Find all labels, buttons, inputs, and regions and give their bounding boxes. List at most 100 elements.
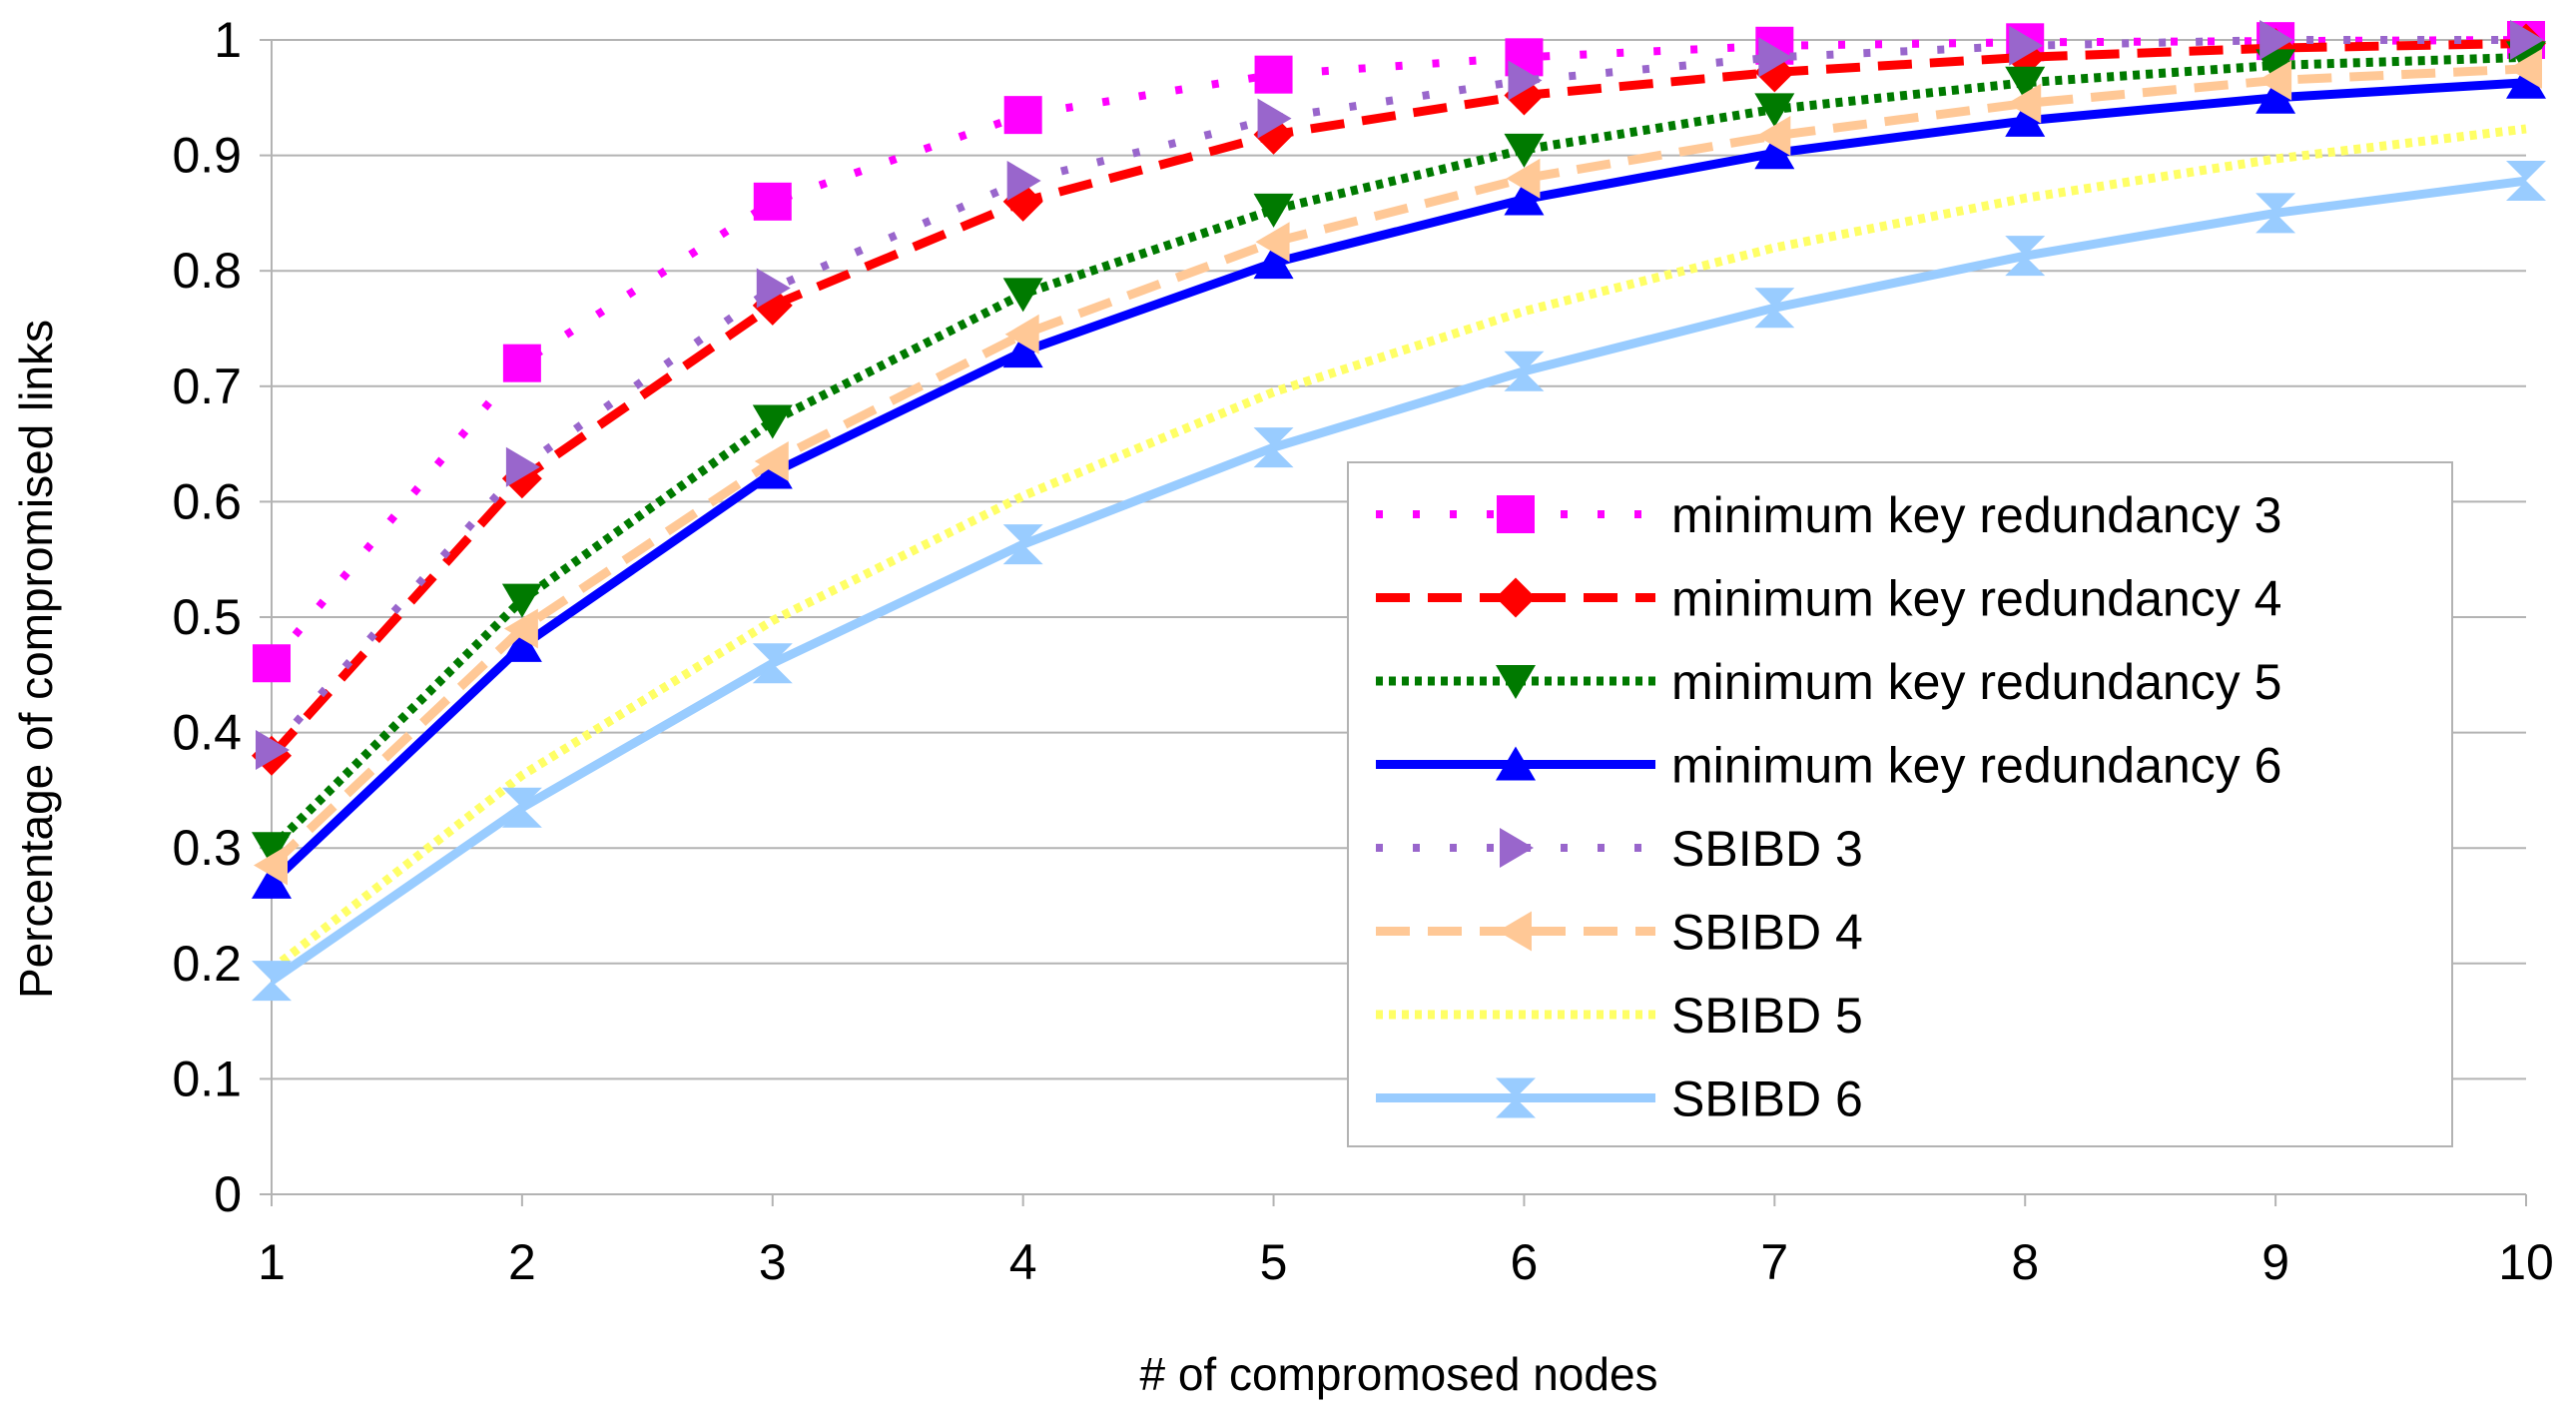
- y-tick-labels: 0 0.1 0.2 0.3 0.4 0.5 0.6 0.7 0.8 0.9 1: [172, 12, 242, 1222]
- y-tick-label: 0.3: [172, 820, 242, 876]
- y-tick-label: 0.8: [172, 243, 242, 299]
- legend-marker: [1496, 746, 1536, 781]
- data-point: [2007, 83, 2042, 124]
- data-point: [501, 583, 542, 618]
- legend-label: SBIBD 3: [1671, 821, 1863, 877]
- x-tick-label: 5: [1260, 1234, 1288, 1290]
- data-point: [2005, 236, 2046, 277]
- data-point: [2005, 102, 2046, 137]
- data-point: [1754, 228, 1795, 269]
- legend-marker: [1496, 577, 1536, 618]
- data-point: [754, 440, 789, 481]
- series-layer: [252, 20, 2546, 1002]
- data-point: [1002, 475, 1043, 516]
- y-tick-label: 0.9: [172, 128, 242, 184]
- data-point: [1257, 98, 1292, 139]
- data-point: [756, 268, 791, 309]
- legend-item: minimum key redundancy 4: [1376, 571, 2281, 627]
- data-point: [1253, 245, 1294, 280]
- series-line: [268, 36, 2527, 666]
- data-point: [1004, 314, 1039, 354]
- data-point: [503, 608, 538, 649]
- x-tick-label: 6: [1511, 1234, 1539, 1290]
- data-point: [1254, 55, 1293, 94]
- data-point: [254, 845, 288, 886]
- data-point: [1003, 96, 1042, 135]
- data-point: [1253, 427, 1294, 468]
- y-tick-label: 1: [214, 12, 242, 68]
- data-point: [752, 404, 793, 439]
- data-point: [1504, 291, 1545, 332]
- legend-item: minimum key redundancy 3: [1376, 487, 2281, 543]
- legend-item: SBIBD 3: [1376, 821, 1863, 877]
- legend-marker: [1500, 828, 1534, 868]
- legend-marker: [1496, 665, 1536, 699]
- y-tick-label: 0.7: [172, 358, 242, 414]
- data-point: [2255, 79, 2296, 114]
- series-5: [256, 20, 2544, 770]
- data-point: [753, 182, 792, 221]
- data-point: [2255, 139, 2296, 180]
- data-point: [1504, 133, 1545, 168]
- legend-label: minimum key redundancy 3: [1671, 487, 2281, 543]
- data-point: [501, 755, 542, 796]
- data-point: [1754, 288, 1795, 329]
- legend-label: SBIBD 5: [1671, 988, 1863, 1044]
- data-point: [2255, 193, 2296, 234]
- data-point: [1253, 114, 1294, 155]
- data-point: [2510, 20, 2544, 60]
- series-line: [268, 78, 2527, 887]
- legend-item: SBIBD 6: [1376, 1071, 1863, 1127]
- data-point: [1756, 115, 1791, 156]
- series-line: [269, 176, 2527, 985]
- x-tick-labels: 1 2 3 4 5 6 7 8 9 10: [258, 1234, 2554, 1290]
- x-tick-label: 7: [1760, 1234, 1788, 1290]
- x-tick-label: 8: [2011, 1234, 2039, 1290]
- x-tick-label: 4: [1009, 1234, 1037, 1290]
- data-point: [1002, 524, 1043, 565]
- data-point: [2508, 48, 2542, 89]
- x-tick-label: 3: [759, 1234, 787, 1290]
- series-4: [252, 64, 2546, 899]
- legend-label: minimum key redundancy 5: [1671, 654, 2281, 710]
- legend-marker: [1498, 911, 1532, 952]
- y-tick-label: 0.5: [172, 589, 242, 645]
- legend-label: SBIBD 6: [1671, 1071, 1863, 1127]
- data-point: [2005, 66, 2046, 101]
- x-tick-label: 1: [258, 1234, 286, 1290]
- data-point: [501, 787, 542, 828]
- series-line: [268, 64, 2527, 869]
- y-tick-label: 0: [214, 1166, 242, 1222]
- data-point: [1006, 161, 1041, 202]
- legend-item: minimum key redundancy 5: [1376, 654, 2281, 710]
- data-point: [752, 643, 793, 684]
- y-tick-label: 0.6: [172, 473, 242, 529]
- data-point: [1508, 60, 1543, 101]
- data-point: [2009, 25, 2044, 66]
- data-point: [2255, 49, 2296, 84]
- data-point: [501, 627, 542, 662]
- x-tick-label: 2: [508, 1234, 536, 1290]
- data-point: [1504, 181, 1545, 216]
- data-point: [1002, 278, 1043, 313]
- legend-item: minimum key redundancy 6: [1376, 738, 2281, 794]
- data-point: [256, 729, 290, 770]
- x-tick-label: 10: [2498, 1234, 2554, 1290]
- data-point: [1255, 222, 1290, 263]
- legend-label: minimum key redundancy 6: [1671, 738, 2281, 794]
- data-point: [2506, 109, 2546, 150]
- data-point: [252, 961, 292, 1002]
- data-point: [252, 832, 292, 867]
- legend-label: minimum key redundancy 4: [1671, 571, 2281, 627]
- data-point: [1253, 371, 1294, 412]
- axes: [271, 40, 2526, 1195]
- data-point: [752, 600, 793, 641]
- x-tick-label: 9: [2261, 1234, 2289, 1290]
- legend-item: SBIBD 5: [1376, 988, 1863, 1044]
- legend-marker: [1496, 995, 1536, 1035]
- data-point: [2506, 161, 2546, 202]
- legend-marker: [1496, 1077, 1536, 1118]
- data-point: [1002, 334, 1043, 368]
- series-6: [254, 48, 2542, 886]
